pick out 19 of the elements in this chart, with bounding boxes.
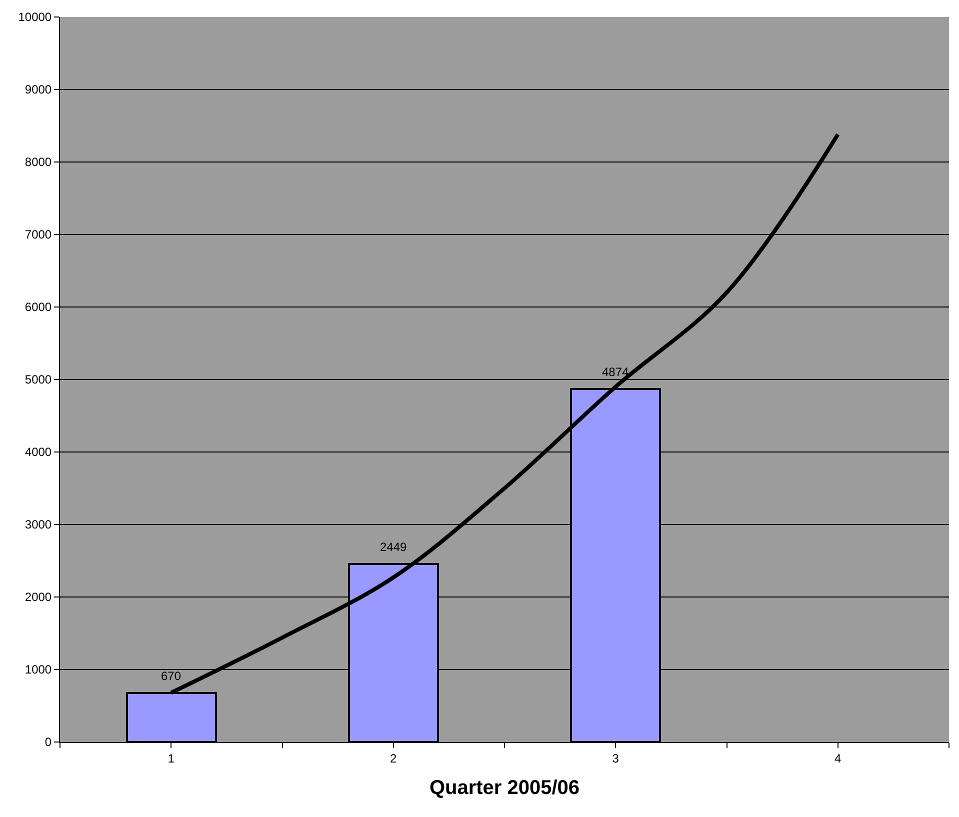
y-tick-label: 9000 [24, 82, 52, 97]
y-tick-label: 3000 [24, 518, 52, 532]
data-label: 4874 [602, 365, 630, 379]
y-tick-label: 5000 [24, 372, 52, 387]
x-tick-label: 3 [612, 751, 620, 766]
y-tick-label: 7000 [24, 228, 52, 242]
data-label: 670 [161, 669, 182, 683]
y-tick-label: 10000 [18, 10, 52, 24]
y-tick-label: 2000 [24, 590, 52, 604]
x-tick-label: 2 [390, 751, 398, 766]
data-label: 2449 [380, 540, 408, 554]
x-axis-title: Quarter 2005/06 [429, 776, 580, 799]
y-tick-label: 4000 [24, 445, 52, 460]
x-tick-label: 1 [168, 751, 175, 766]
y-tick-label: 6000 [24, 300, 52, 314]
y-tick-label: 1000 [24, 662, 52, 677]
x-tick-label: 4 [834, 751, 842, 766]
y-tick-label: 8000 [24, 155, 52, 170]
y-tick-label: 0 [44, 735, 52, 750]
